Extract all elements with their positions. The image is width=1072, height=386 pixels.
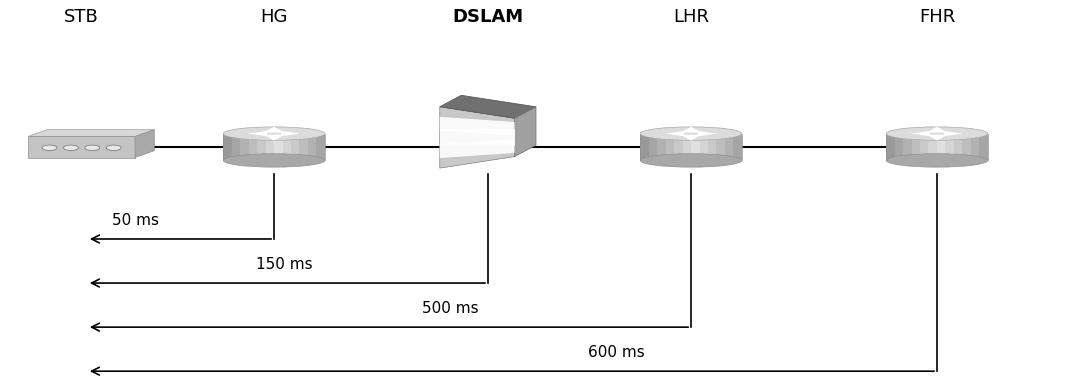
Polygon shape xyxy=(910,131,930,136)
Polygon shape xyxy=(681,135,701,141)
Polygon shape xyxy=(264,127,284,132)
FancyBboxPatch shape xyxy=(28,137,135,157)
FancyBboxPatch shape xyxy=(887,134,895,161)
Polygon shape xyxy=(926,127,948,132)
Text: HG: HG xyxy=(260,8,287,26)
Circle shape xyxy=(106,145,121,151)
FancyBboxPatch shape xyxy=(266,134,274,161)
Polygon shape xyxy=(248,131,267,136)
FancyBboxPatch shape xyxy=(937,134,946,161)
Text: DSLAM: DSLAM xyxy=(452,8,523,26)
FancyBboxPatch shape xyxy=(291,134,299,161)
FancyBboxPatch shape xyxy=(946,134,954,161)
FancyBboxPatch shape xyxy=(657,134,666,161)
Text: 150 ms: 150 ms xyxy=(256,257,313,272)
Text: FHR: FHR xyxy=(919,8,955,26)
FancyBboxPatch shape xyxy=(240,134,249,161)
FancyBboxPatch shape xyxy=(640,134,649,161)
FancyBboxPatch shape xyxy=(249,134,257,161)
FancyBboxPatch shape xyxy=(954,134,963,161)
FancyBboxPatch shape xyxy=(299,134,308,161)
Text: 50 ms: 50 ms xyxy=(111,213,159,228)
FancyBboxPatch shape xyxy=(971,134,980,161)
Ellipse shape xyxy=(640,154,742,167)
Polygon shape xyxy=(440,139,515,158)
Circle shape xyxy=(42,145,57,151)
Circle shape xyxy=(85,145,100,151)
FancyBboxPatch shape xyxy=(980,134,987,161)
Ellipse shape xyxy=(640,127,742,140)
FancyBboxPatch shape xyxy=(683,134,691,161)
FancyBboxPatch shape xyxy=(911,134,920,161)
Polygon shape xyxy=(135,130,154,157)
FancyBboxPatch shape xyxy=(920,134,928,161)
FancyBboxPatch shape xyxy=(640,134,742,161)
FancyBboxPatch shape xyxy=(308,134,316,161)
FancyBboxPatch shape xyxy=(903,134,911,161)
FancyBboxPatch shape xyxy=(716,134,725,161)
FancyBboxPatch shape xyxy=(674,134,683,161)
Ellipse shape xyxy=(887,127,987,140)
FancyBboxPatch shape xyxy=(928,134,937,161)
FancyBboxPatch shape xyxy=(649,134,657,161)
Ellipse shape xyxy=(887,154,987,167)
Polygon shape xyxy=(281,131,300,136)
Polygon shape xyxy=(944,131,964,136)
FancyBboxPatch shape xyxy=(725,134,733,161)
Text: 500 ms: 500 ms xyxy=(422,301,479,316)
Ellipse shape xyxy=(223,154,325,167)
FancyBboxPatch shape xyxy=(963,134,971,161)
Polygon shape xyxy=(440,95,536,118)
FancyBboxPatch shape xyxy=(700,134,708,161)
FancyBboxPatch shape xyxy=(274,134,283,161)
Polygon shape xyxy=(926,135,948,141)
Polygon shape xyxy=(28,130,154,137)
Polygon shape xyxy=(440,117,515,136)
Polygon shape xyxy=(440,129,515,146)
FancyBboxPatch shape xyxy=(316,134,325,161)
FancyBboxPatch shape xyxy=(283,134,291,161)
Polygon shape xyxy=(264,135,284,141)
Polygon shape xyxy=(698,131,717,136)
FancyBboxPatch shape xyxy=(232,134,240,161)
Polygon shape xyxy=(440,107,515,168)
FancyBboxPatch shape xyxy=(887,134,987,161)
Circle shape xyxy=(63,145,78,151)
FancyBboxPatch shape xyxy=(733,134,742,161)
FancyBboxPatch shape xyxy=(895,134,903,161)
Text: 600 ms: 600 ms xyxy=(587,345,644,360)
Ellipse shape xyxy=(223,127,325,140)
Polygon shape xyxy=(515,107,536,157)
Text: LHR: LHR xyxy=(673,8,709,26)
FancyBboxPatch shape xyxy=(257,134,266,161)
FancyBboxPatch shape xyxy=(223,134,232,161)
FancyBboxPatch shape xyxy=(666,134,674,161)
FancyBboxPatch shape xyxy=(708,134,716,161)
Polygon shape xyxy=(681,127,701,132)
FancyBboxPatch shape xyxy=(691,134,700,161)
Text: STB: STB xyxy=(64,8,99,26)
Polygon shape xyxy=(665,131,684,136)
FancyBboxPatch shape xyxy=(223,134,325,161)
